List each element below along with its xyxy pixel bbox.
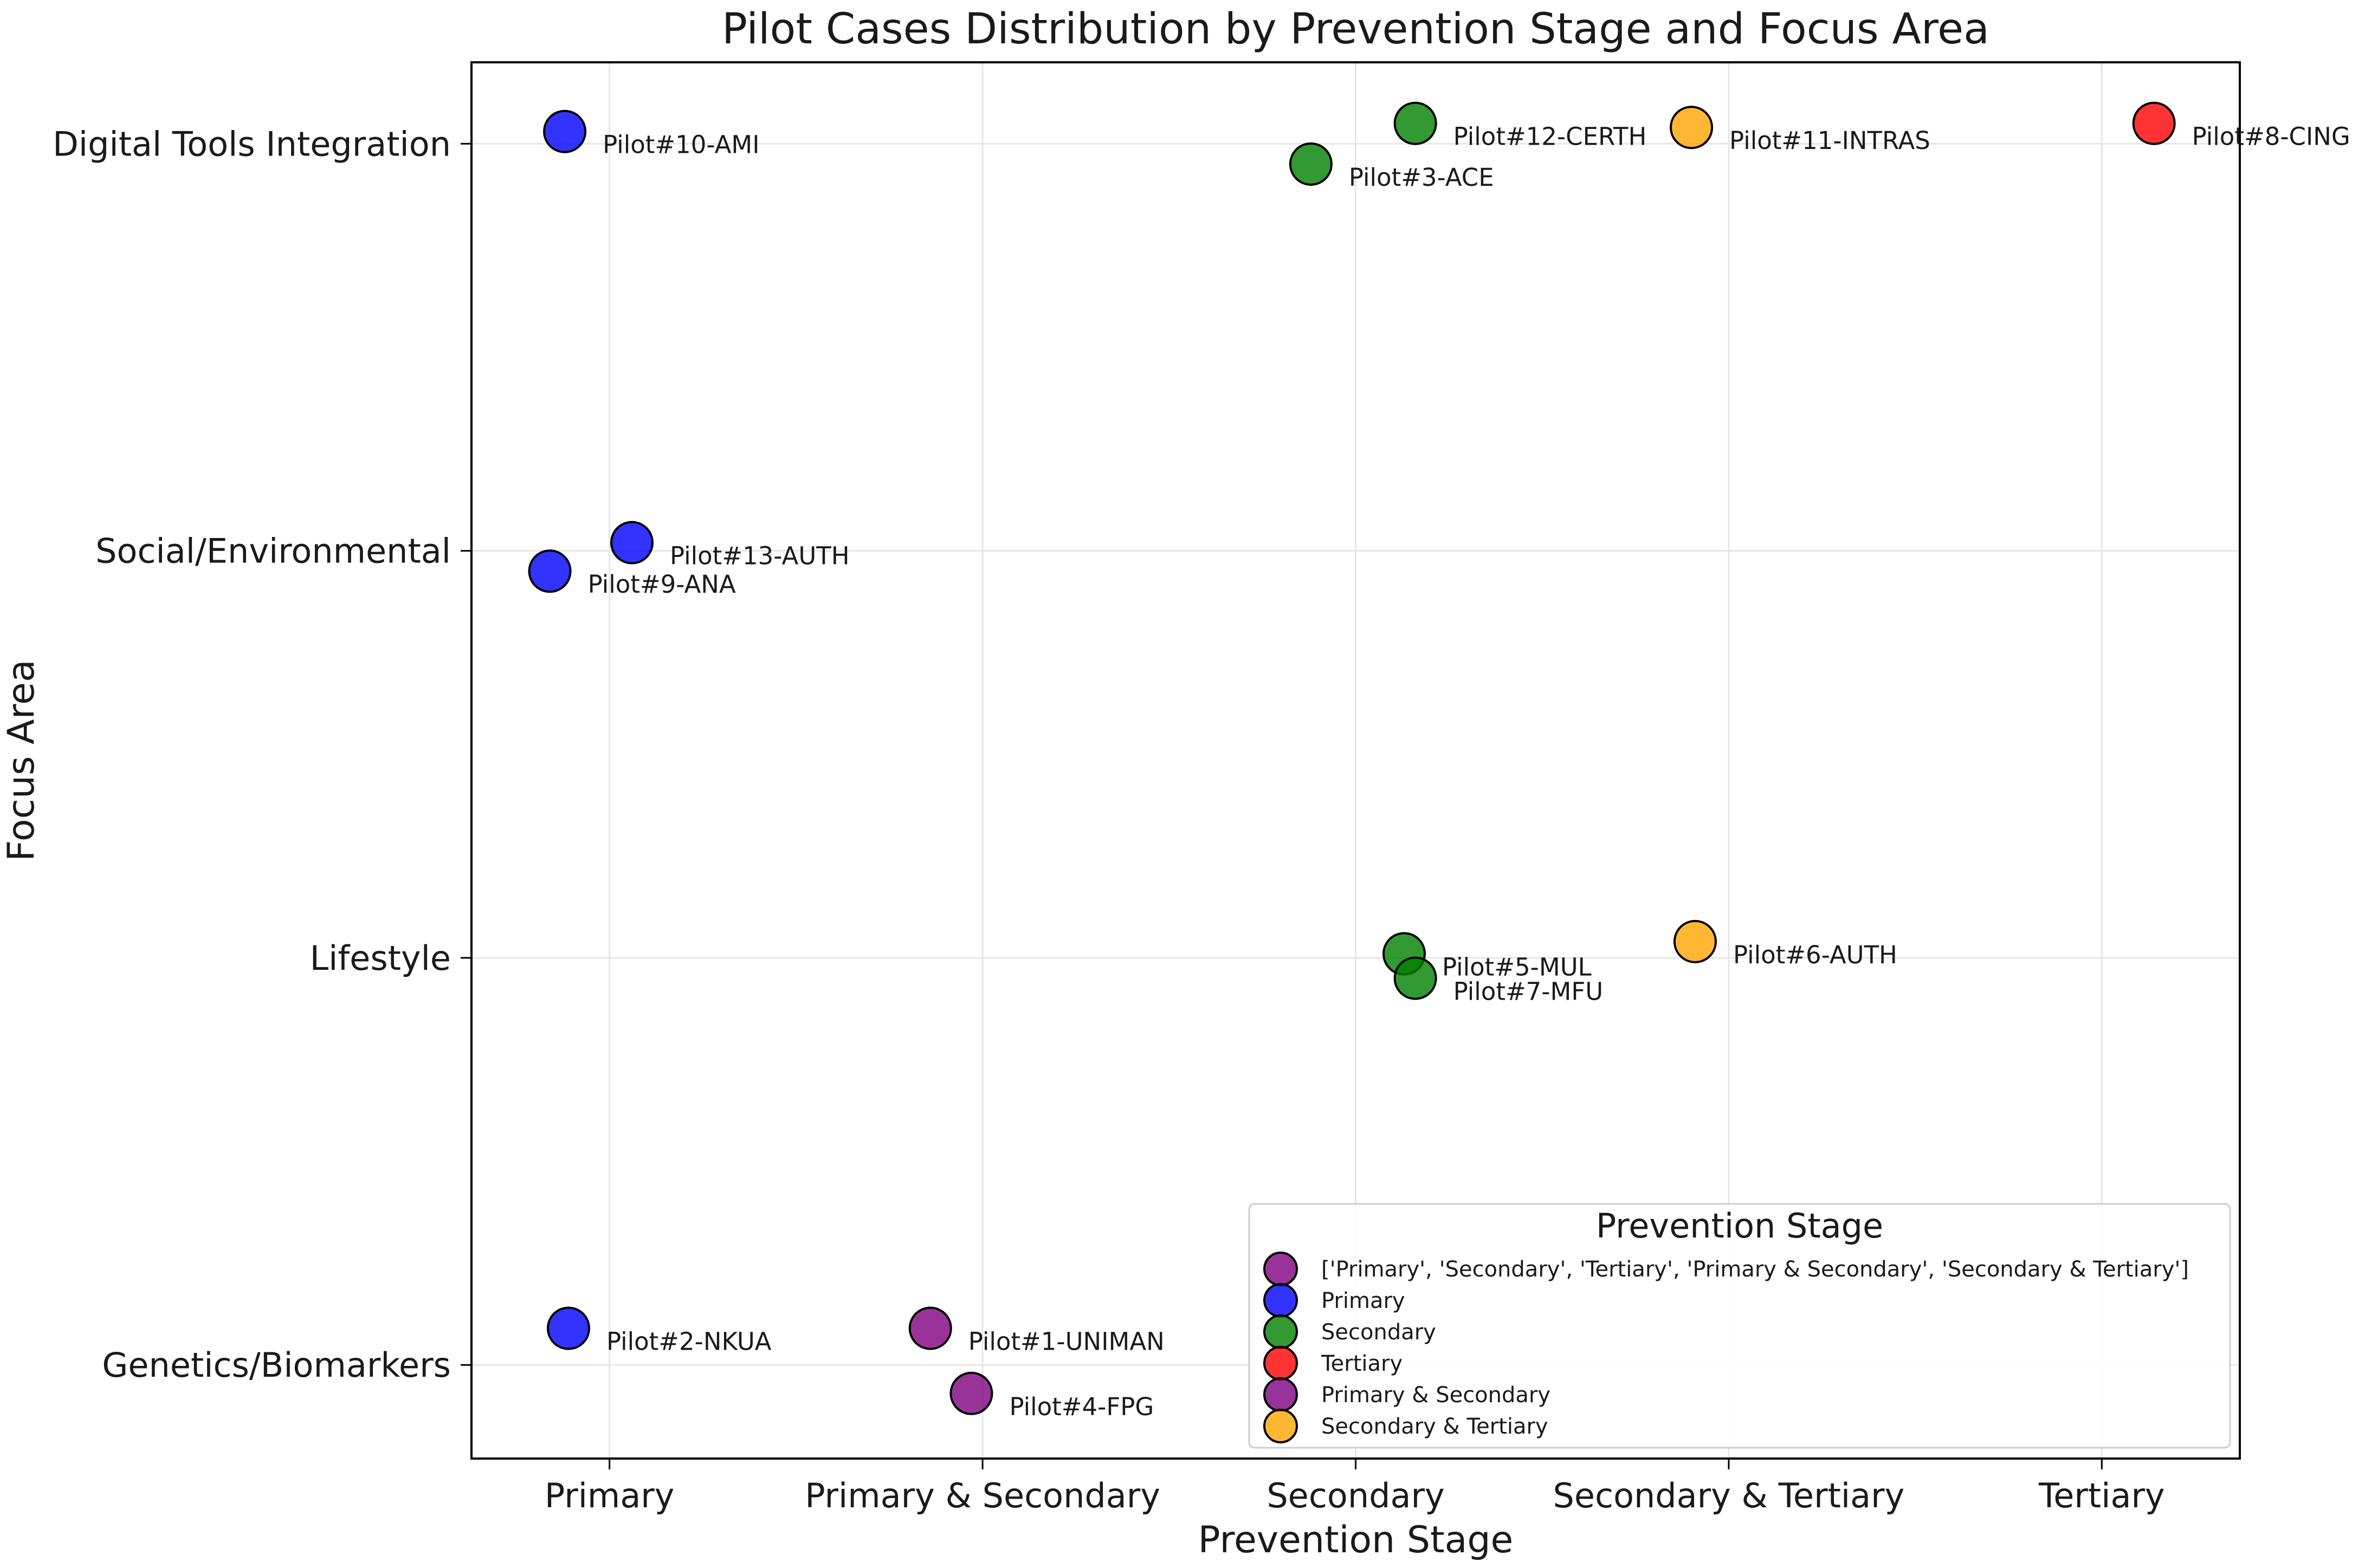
data-point (1393, 956, 1437, 1000)
data-point-label: Pilot#13-AUTH (670, 542, 850, 571)
y-tick-label: Digital Tools Integration (53, 124, 451, 164)
data-point (2132, 101, 2176, 145)
legend-entry-label: Tertiary (1321, 1351, 1403, 1376)
data-point-label: Pilot#10-AMI (603, 131, 759, 159)
legend-marker (1263, 1377, 1298, 1412)
legend: Prevention Stage ['Primary', 'Secondary',… (1248, 1203, 2231, 1449)
data-point (1393, 101, 1437, 145)
y-tick-label: Social/Environmental (95, 532, 451, 571)
data-point (908, 1306, 952, 1350)
data-point (546, 1306, 590, 1350)
legend-entry-label: Primary (1321, 1288, 1405, 1313)
legend-marker (1263, 1283, 1298, 1318)
data-point-label: Pilot#2-NKUA (606, 1327, 772, 1356)
data-point (1289, 142, 1333, 186)
data-points (528, 101, 2176, 1415)
data-point-label: Pilot#6-AUTH (1733, 941, 1897, 969)
y-axis-label: Focus Area (0, 659, 43, 861)
data-point-label: Pilot#5-MUL (1442, 953, 1592, 981)
x-tick-label: Primary (545, 1476, 675, 1515)
chart-title: Pilot Cases Distribution by Prevention S… (722, 5, 1989, 54)
data-point (949, 1371, 993, 1415)
data-point (528, 549, 572, 593)
data-point-label: Pilot#7-MFU (1453, 977, 1604, 1006)
data-point (1670, 106, 1714, 150)
x-tick-label: Secondary & Tertiary (1553, 1476, 1904, 1515)
data-point-label: Pilot#9-ANA (588, 570, 736, 599)
legend-entry-label: Primary & Secondary (1321, 1383, 1550, 1408)
y-tick-label: Genetics/Biomarkers (102, 1345, 451, 1385)
legend-title: Prevention Stage (1596, 1206, 1883, 1246)
data-point (1673, 919, 1717, 963)
plot-area-frame (470, 61, 2241, 1460)
legend-entry-label: Secondary & Tertiary (1321, 1414, 1548, 1439)
legend-marker (1263, 1252, 1298, 1286)
legend-entry-label: Secondary (1321, 1320, 1436, 1345)
x-tick-label: Primary & Secondary (805, 1476, 1160, 1515)
x-tick-label: Tertiary (2038, 1476, 2165, 1515)
point-labels: Pilot#10-AMI Pilot#12-CERTH Pilot#3-ACE Pil… (588, 122, 2350, 1421)
data-point-label: Pilot#3-ACE (1349, 163, 1494, 192)
legend-marker (1263, 1346, 1298, 1381)
legend-marker (1263, 1314, 1298, 1349)
legend-entry-label: ['Primary', 'Secondary', 'Tertiary', 'Pr… (1321, 1257, 2189, 1282)
x-tick-label: Secondary (1266, 1476, 1444, 1515)
data-point-label: Pilot#11-INTRAS (1729, 126, 1930, 155)
y-tick-label: Lifestyle (310, 938, 451, 978)
x-axis-label: Prevention Stage (1198, 1519, 1514, 1561)
axis-ticks: Primary Primary & Secondary Secondary Secon… (53, 124, 2164, 1515)
legend-marker (1263, 1409, 1298, 1443)
data-point-label: Pilot#12-CERTH (1453, 122, 1647, 151)
legend-box (1248, 1203, 2231, 1449)
data-point-label: Pilot#4-FPG (1009, 1392, 1154, 1421)
data-point-label: Pilot#1-UNIMAN (968, 1327, 1165, 1356)
data-point-label: Pilot#8-CING (2192, 122, 2350, 151)
data-point (610, 521, 654, 565)
data-point (543, 109, 587, 153)
